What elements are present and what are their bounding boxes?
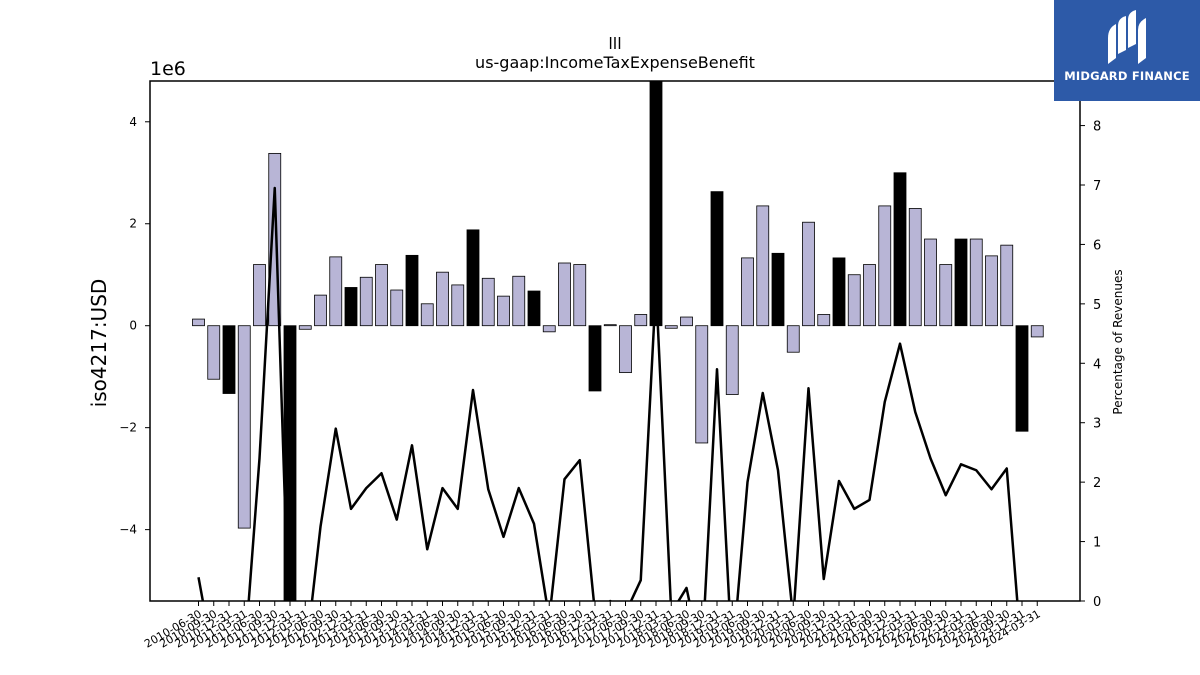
- chart-subtitle: us-gaap:IncomeTaxExpenseBenefit: [475, 53, 755, 72]
- y-tick-label: 2: [129, 217, 137, 231]
- bar-2015-09-30: [512, 275, 526, 327]
- bar-2015-12-31: [527, 290, 541, 327]
- bar-2016-06-30: [558, 262, 571, 327]
- bar-2017-03-31: [603, 324, 617, 327]
- bar-2022-06-30: [924, 238, 937, 327]
- bar-2018-03-31: [664, 325, 678, 329]
- logo-text: MIDGARD FINANCE: [1064, 69, 1190, 83]
- bar-2024-03-31: [1030, 325, 1044, 338]
- bar-2016-03-31: [542, 325, 556, 333]
- y2-tick-label: 4: [1093, 357, 1101, 372]
- line-layer: [197, 186, 1019, 601]
- y-axis-label: iso4217:USD: [87, 279, 111, 408]
- bar-2012-06-30: [314, 294, 327, 327]
- bar-2010-09-30: [207, 325, 221, 380]
- y2-tick-label: 3: [1093, 417, 1101, 432]
- bar-2018-12-31: [710, 191, 724, 327]
- bar-2020-03-31: [786, 325, 800, 353]
- bar-2023-09-30: [1000, 244, 1014, 327]
- bar-2013-06-30: [375, 264, 388, 327]
- bar-2023-06-30: [985, 255, 998, 327]
- y2-tick-label: 5: [1093, 298, 1101, 313]
- y2-tick-label: 8: [1093, 120, 1101, 135]
- bar-2015-06-30: [497, 295, 510, 327]
- bar-2017-09-30: [634, 314, 648, 327]
- bar-2012-09-30: [329, 256, 343, 327]
- bar-2014-03-31: [420, 303, 434, 327]
- logo-mark-icon: [1108, 10, 1146, 64]
- y2-tick-label: 1: [1093, 536, 1101, 551]
- bar-2020-06-30: [802, 221, 815, 327]
- bar-2015-03-31: [481, 277, 495, 327]
- bar-2017-06-30: [619, 325, 632, 374]
- bar-2016-12-31: [588, 325, 602, 392]
- bar-2010-12-31: [222, 325, 236, 394]
- bar-2019-06-30: [741, 257, 754, 327]
- bar-2011-03-31: [237, 325, 251, 529]
- bar-2022-09-30: [939, 264, 953, 327]
- y2-axis-label: Percentage of Revenues: [1111, 269, 1125, 414]
- y2-tick-label: 7: [1093, 179, 1101, 194]
- bar-2016-09-30: [573, 264, 587, 327]
- bar-2018-06-30: [680, 316, 693, 327]
- bar-2012-12-31: [344, 287, 358, 327]
- brand-logo: MIDGARD FINANCE: [1054, 0, 1200, 101]
- series-line: [197, 186, 1019, 601]
- bar-2021-12-31: [893, 172, 907, 327]
- bar-2010-06-30: [192, 318, 205, 327]
- y-offset-text: 1e6: [150, 58, 186, 80]
- y2-axis: 0 1 2 3 4 5 6 7 8: [1080, 120, 1101, 610]
- bar-2017-12-31: [649, 81, 663, 327]
- y-axis: −4 −2 0 2 4: [119, 115, 150, 537]
- bar-2021-09-30: [878, 205, 892, 327]
- bar-2011-06-30: [253, 264, 266, 327]
- y2-tick-label: 6: [1093, 238, 1101, 253]
- y-tick-label: 0: [129, 319, 137, 333]
- bar-2020-09-30: [817, 314, 831, 327]
- plot-frame: [149, 80, 1081, 602]
- bar-2019-09-30: [756, 205, 770, 327]
- x-axis: 2010-06-302010-09-302010-12-312011-03-31…: [142, 601, 1043, 651]
- bar-2014-09-30: [451, 284, 465, 327]
- bar-2013-03-31: [359, 276, 373, 327]
- y-tick-label: −2: [119, 421, 137, 435]
- bar-2013-09-30: [390, 289, 404, 327]
- bar-2014-06-30: [436, 271, 449, 327]
- bar-2020-12-31: [832, 257, 846, 327]
- y2-tick-label: 0: [1093, 595, 1101, 610]
- bar-2021-03-31: [847, 274, 861, 327]
- bar-2013-12-31: [405, 254, 419, 327]
- bar-2014-12-31: [466, 229, 480, 327]
- chart-title: lll: [608, 34, 621, 53]
- bar-2022-12-31: [954, 238, 968, 327]
- bar-2023-12-31: [1015, 325, 1029, 432]
- bar-2018-09-30: [695, 325, 709, 444]
- y-tick-label: −4: [119, 523, 137, 537]
- y-tick-label: 4: [129, 115, 137, 129]
- bar-2021-06-30: [863, 264, 876, 327]
- bar-2022-03-31: [908, 208, 922, 327]
- bar-layer: [192, 81, 1044, 601]
- bar-2023-03-31: [969, 238, 983, 327]
- y2-tick-label: 2: [1093, 476, 1101, 491]
- bar-2012-03-31: [298, 325, 312, 330]
- bar-2019-12-31: [771, 252, 785, 327]
- bar-2019-03-31: [725, 325, 739, 395]
